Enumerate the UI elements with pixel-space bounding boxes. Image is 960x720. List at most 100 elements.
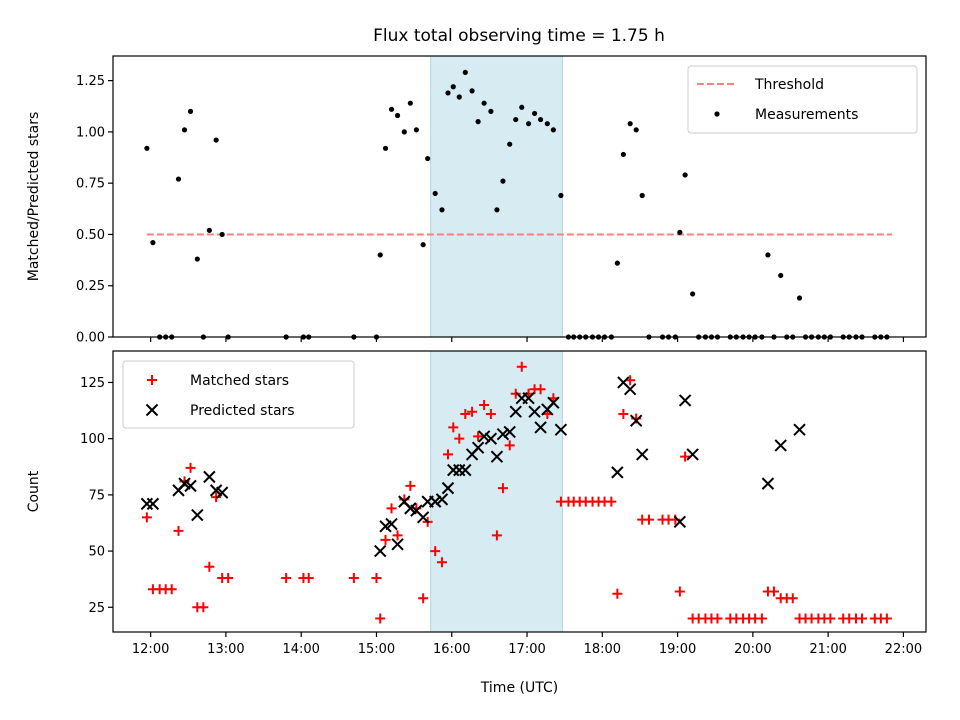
bottom-series-1-point-39: [611, 466, 624, 479]
bottom-series-0-point-24: [405, 480, 416, 491]
top-series-0-point-41: [513, 116, 519, 123]
top-legend-measurements-swatch: [714, 111, 720, 117]
bottom-series-1-point-37: [547, 396, 560, 409]
bottom-series-0-point-30: [442, 449, 453, 460]
bottom-series-0-point-20: [380, 534, 391, 545]
bottom-legend-predicted-swatch: [145, 403, 159, 417]
panel-top: 0.00 0.25 0.50 0.75 1.00 1.25 Matched/Predicte…: [26, 55, 927, 346]
bottom-xtick-label-5: 17:00: [508, 642, 545, 657]
bottom-series-1-point-48: [774, 439, 787, 452]
bottom-series-1-point-38: [554, 423, 568, 436]
top-series-0-point-35: [475, 119, 481, 125]
bottom-series-1-point-11: [385, 517, 398, 531]
bottom-series-0-point-39: [497, 483, 508, 494]
top-legend-measurements-label: Measurements: [755, 107, 858, 123]
top-series-0-point-22: [394, 112, 401, 119]
bottom-series-0-point-9: [198, 602, 209, 613]
bottom-series-0-point-96: [881, 613, 892, 624]
top-series-0-point-34: [469, 88, 475, 94]
bottom-series-1-point-29: [496, 427, 510, 441]
top-series-0-point-8: [194, 256, 200, 262]
top-series-0-point-10: [206, 227, 212, 233]
bottom-series-0-point-21: [386, 503, 397, 514]
bottom-series-0-point-80: [768, 586, 779, 597]
bottom-legend-box: [122, 360, 355, 429]
top-series-0-point-61: [639, 192, 645, 199]
bottom-series-0-point-4: [166, 584, 177, 595]
top-series-0-point-45: [537, 116, 544, 123]
top-series-0-point-38: [494, 207, 500, 213]
chart-title: Flux total observing time = 1.75 h: [373, 26, 665, 46]
bottom-series-0-point-93: [857, 613, 868, 624]
top-series-0-point-6: [181, 127, 188, 133]
top-ytick-label-1: 0.25: [76, 279, 105, 294]
bottom-series-0-point-78: [756, 613, 767, 624]
bottom-series-0-point-35: [473, 431, 484, 442]
bottom-ytick-label-4: 125: [80, 376, 105, 391]
top-series-0-point-36: [481, 100, 487, 106]
bottom-legend: Matched stars Predicted stars: [122, 360, 355, 429]
top-series-0-point-11: [213, 137, 219, 143]
bottom-xtick-label-10: 22:00: [885, 642, 922, 657]
bottom-series-1-point-19: [435, 493, 449, 506]
bottom-series-1-point-41: [623, 383, 637, 396]
top-series-0-point-30: [445, 90, 451, 96]
top-series-0-point-32: [456, 94, 462, 100]
bottom-series-0-point-32: [454, 433, 465, 444]
bottom-series-0-point-5: [173, 525, 184, 536]
bottom-xtick-label-9: 21:00: [809, 642, 846, 657]
bottom-series-1-point-12: [391, 538, 404, 551]
top-series-0-point-39: [500, 178, 506, 184]
top-legend: Threshold Measurements: [687, 65, 918, 134]
top-series-0-point-5: [175, 176, 182, 182]
top-ytick-label-4: 1.00: [76, 125, 105, 140]
top-series-0-point-67: [682, 172, 688, 178]
top-series-0-point-1: [150, 240, 156, 246]
bottom-series-1-point-8: [215, 486, 229, 499]
bottom-series-0-point-38: [491, 530, 502, 541]
top-ylabel: Matched/Predicted stars: [26, 112, 42, 282]
bottom-series-0-point-16: [303, 573, 314, 584]
bottom-series-1-point-18: [428, 495, 442, 508]
top-series-0-point-68: [690, 291, 696, 297]
bottom-series-0-point-58: [618, 408, 629, 419]
bottom-xtick-label-1: 13:00: [207, 642, 244, 657]
top-series-0-point-43: [525, 121, 532, 127]
bottom-series-1-point-43: [635, 448, 649, 461]
top-ytick-label-5: 1.25: [76, 74, 105, 89]
bottom-series-0-point-34: [467, 406, 478, 417]
top-ytick-label-3: 0.75: [76, 177, 105, 192]
bottom-xtick-label-0: 12:00: [132, 642, 169, 657]
bottom-series-0-point-29: [436, 557, 447, 568]
bottom-series-0-point-57: [612, 588, 623, 599]
top-series-0-point-20: [382, 145, 389, 151]
top-series-0-point-37: [488, 108, 494, 114]
top-series-0-point-59: [627, 121, 633, 127]
bottom-xlabel: Time (UTC): [480, 680, 558, 696]
top-series-0-point-7: [187, 108, 194, 114]
bottom-xtick-label-4: 16:00: [433, 642, 470, 657]
bottom-series-1-point-20: [441, 481, 455, 495]
top-series-0-point-0: [144, 145, 150, 151]
bottom-ytick-label-1: 50: [88, 545, 105, 560]
top-axes-frame: [112, 55, 927, 338]
top-series-0-point-47: [550, 127, 556, 133]
bottom-series-1-point-33: [522, 392, 535, 405]
bottom-series-0-point-67: [680, 451, 691, 462]
top-series-0-point-23: [401, 129, 407, 135]
bottom-series-0-point-22: [392, 530, 403, 541]
bottom-series-0-point-33: [460, 408, 471, 419]
top-series-0-point-31: [450, 84, 456, 90]
bottom-axes-frame: [112, 350, 927, 633]
top-series-0-point-29: [439, 207, 445, 213]
bottom-xtick-label-6: 18:00: [584, 642, 621, 657]
bottom-series-0-point-11: [211, 492, 222, 503]
bottom-series-1-point-31: [509, 405, 522, 418]
top-series-0-point-21: [388, 106, 395, 112]
bottom-series-0-point-26: [418, 593, 429, 604]
top-series-0-point-19: [377, 252, 383, 258]
bottom-series-1-point-35: [534, 421, 547, 434]
bottom-series-0-point-72: [712, 613, 723, 624]
bottom-series-0-point-7: [185, 462, 196, 473]
bottom-series-1-point-45: [678, 394, 692, 407]
